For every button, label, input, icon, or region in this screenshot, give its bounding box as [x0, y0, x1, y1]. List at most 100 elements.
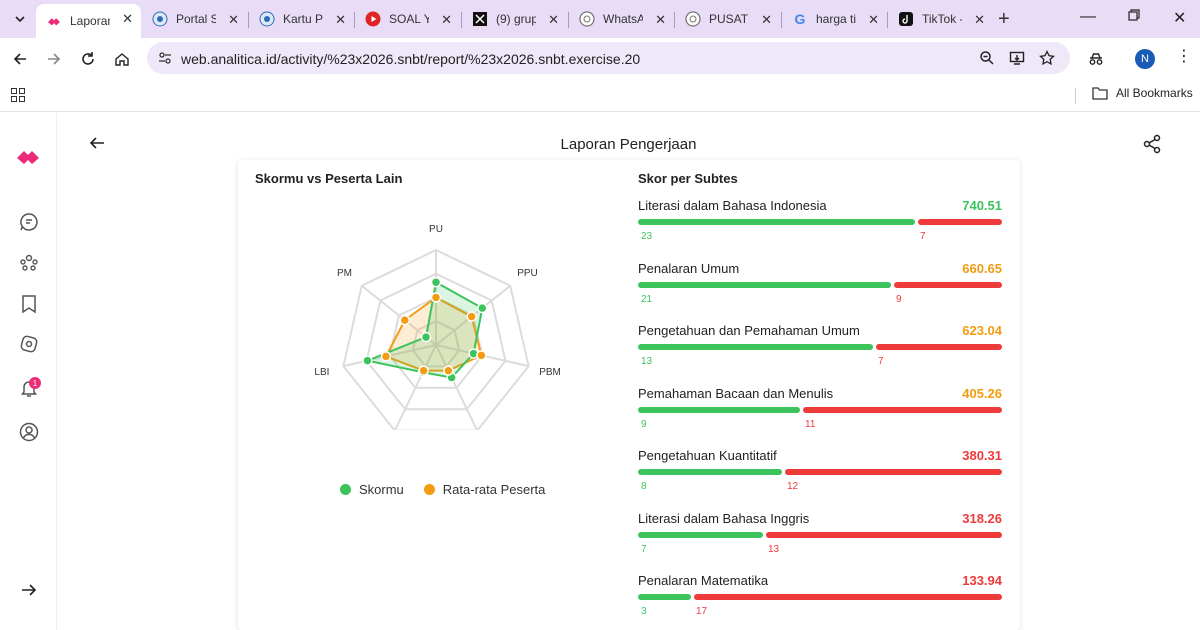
correct-count: 3	[641, 606, 647, 617]
analitica-logo[interactable]	[15, 145, 41, 167]
tiktok-icon	[898, 11, 914, 27]
legend-rata-dot	[423, 484, 435, 495]
wrong-count: 12	[787, 481, 799, 492]
correct-bar	[638, 531, 763, 538]
tab-close-button[interactable]: ✕	[122, 11, 133, 26]
restore-icon	[1128, 9, 1140, 21]
sidebar-item-community[interactable]	[18, 252, 40, 274]
browser-menu-button[interactable]: ⋮	[1176, 48, 1192, 65]
wrong-count: 11	[805, 418, 816, 430]
reload-button[interactable]	[77, 48, 99, 70]
sidebar-item-profile[interactable]	[18, 421, 40, 443]
tab-close-button[interactable]: ✕	[868, 12, 879, 27]
browser-tab[interactable]: (9) grup ✕	[462, 5, 567, 33]
zoom-icon[interactable]	[979, 50, 995, 66]
all-bookmarks-button[interactable]: All Bookmarks	[1092, 86, 1193, 100]
globe-seal-icon	[152, 11, 168, 27]
address-bar[interactable]: web.analitica.id/activity/%23x2026.snbt/…	[147, 42, 1070, 74]
radar-grid-ring	[365, 272, 507, 411]
tab-search-button[interactable]	[9, 8, 31, 30]
tab-title: PUSAT U	[709, 12, 749, 26]
wrong-count: 7	[878, 356, 884, 367]
browser-tab[interactable]: TikTok - ✕	[888, 5, 993, 33]
browser-tab[interactable]: Laporan ✕	[36, 4, 141, 38]
profile-avatar[interactable]: N	[1135, 49, 1155, 69]
all-bookmarks-label: All Bookmarks	[1116, 86, 1193, 100]
back-nav-button[interactable]	[9, 48, 31, 70]
incognito-icon[interactable]	[1087, 50, 1105, 68]
tab-close-button[interactable]: ✕	[228, 12, 239, 27]
browser-tab[interactable]: Kartu Pe ✕	[249, 5, 354, 33]
restore-button[interactable]	[1128, 8, 1140, 26]
browser-tab[interactable]: SOAL Y ✕	[355, 5, 460, 33]
radar-point	[477, 302, 488, 314]
subtest-section-title: Skor per Subtes	[638, 171, 738, 186]
wrong-bar	[918, 219, 1002, 225]
radar-point	[443, 365, 454, 376]
wrong-count: 13	[768, 543, 780, 555]
subtest-name: Pemahaman Bacaan dan Menulis	[638, 385, 834, 401]
forward-nav-button[interactable]	[43, 48, 65, 70]
sidebar-item-bookmarks[interactable]	[18, 293, 40, 315]
browser-tab[interactable]: WhatsA ✕	[569, 5, 674, 33]
correct-count: 13	[641, 356, 653, 367]
apps-grid-icon[interactable]	[11, 88, 25, 102]
close-window-button[interactable]: ✕	[1173, 10, 1187, 27]
subtest-name: Penalaran Umum	[638, 260, 740, 276]
subtest-bar	[638, 531, 1002, 538]
folder-icon	[1092, 87, 1108, 100]
subtest-row: Pengetahuan Kuantitatif 380.31 8 12	[638, 448, 1002, 498]
radar-point	[420, 331, 432, 343]
tab-close-button[interactable]: ✕	[761, 12, 772, 27]
correct-bar	[638, 281, 891, 288]
browser-tab[interactable]: Portal S ✕	[142, 5, 247, 33]
radar-chart: PUPPUPBMPKLBELBIPM	[314, 224, 561, 430]
browser-toolbar: web.analitica.id/activity/%23x2026.snbt/…	[0, 38, 1200, 80]
radar-point	[399, 314, 411, 326]
subtest-bar	[638, 344, 1002, 350]
share-button[interactable]	[1142, 134, 1162, 159]
tab-close-button[interactable]: ✕	[655, 12, 666, 27]
arrow-right-icon	[48, 53, 61, 65]
subtest-score: 740.51	[962, 198, 1002, 213]
subtest-score: 623.04	[962, 323, 1002, 338]
install-app-icon[interactable]	[1009, 50, 1025, 66]
subtest-score: 318.26	[962, 510, 1002, 526]
subtest-bar	[638, 594, 1002, 600]
tab-close-button[interactable]: ✕	[974, 12, 985, 27]
page-back-button[interactable]	[88, 135, 106, 156]
radar-legend: Skormu Rata-rata Peserta	[340, 482, 545, 497]
correct-bar	[638, 344, 873, 350]
browser-tab[interactable]: PUSAT U ✕	[675, 5, 780, 33]
user-circle-icon	[19, 422, 39, 442]
tab-close-button[interactable]: ✕	[441, 12, 452, 27]
legend-rata-label: Rata-rata Peserta	[442, 482, 546, 497]
analitica-logo-icon	[46, 13, 62, 29]
radar-grid-ring	[388, 296, 484, 389]
wrong-bar	[785, 469, 1002, 475]
subtest-name: Pengetahuan Kuantitatif	[638, 448, 777, 463]
url-text[interactable]: web.analitica.id/activity/%23x2026.snbt/…	[181, 51, 641, 67]
sidebar-item-activity[interactable]	[18, 211, 40, 233]
radar-point	[430, 292, 442, 303]
wrong-count: 7	[920, 231, 926, 242]
chevron-down-icon	[15, 16, 25, 23]
minimize-button[interactable]: —	[1080, 8, 1096, 25]
new-tab-button[interactable]: +	[998, 8, 1010, 30]
correct-bar	[638, 469, 782, 475]
tab-separator	[248, 12, 249, 28]
sidebar-item-explore[interactable]	[18, 333, 40, 355]
sidebar-expand-button[interactable]	[18, 579, 40, 601]
tab-close-button[interactable]: ✕	[548, 12, 559, 27]
subtest-score: 133.94	[962, 573, 1002, 588]
tab-title: SOAL Y	[389, 12, 429, 26]
tab-title: TikTok -	[922, 12, 962, 26]
radar-axis-label: PPU	[517, 268, 538, 279]
home-button[interactable]	[111, 48, 133, 70]
tab-title: Portal S	[176, 12, 216, 26]
tab-close-button[interactable]: ✕	[335, 12, 346, 27]
site-info-icon[interactable]	[157, 50, 173, 66]
subtest-bar	[638, 281, 1002, 288]
bookmark-star-icon[interactable]	[1039, 50, 1055, 66]
